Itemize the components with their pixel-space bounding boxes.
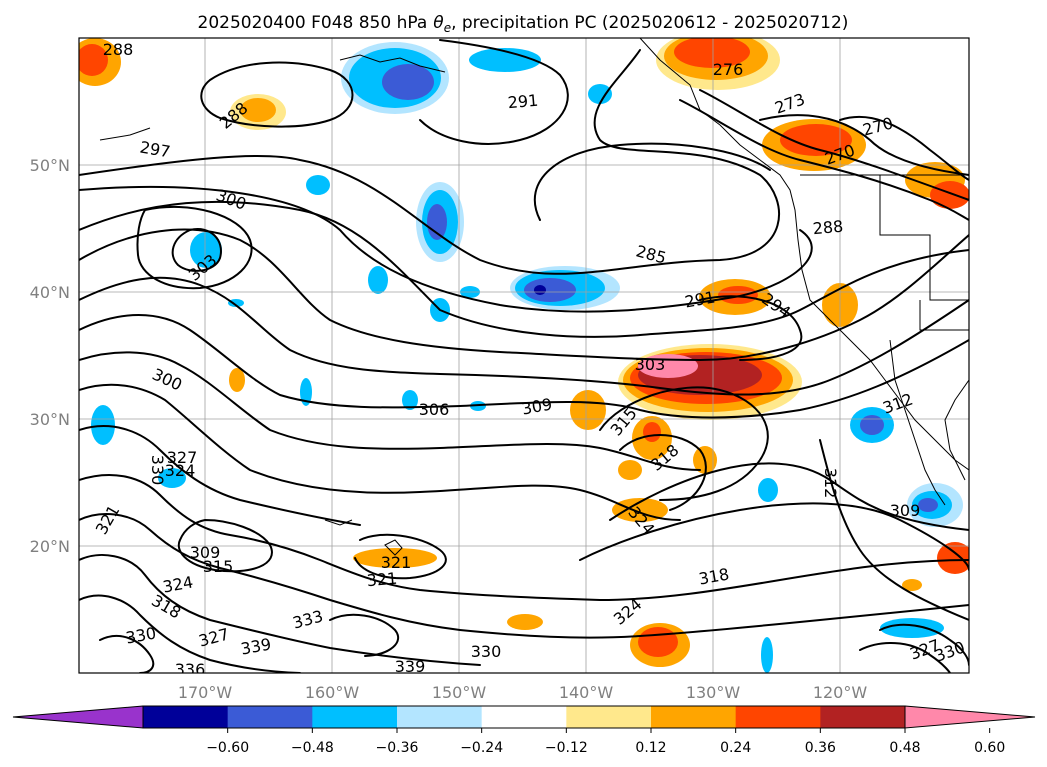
figure-title: 2025020400 F048 850 hPa θe, precipitation… <box>198 13 849 35</box>
colorbar-segment <box>735 706 821 728</box>
colorbar-segment <box>312 706 398 728</box>
contour-label: 288 <box>812 217 844 239</box>
colorbar-tick-label: −0.36 <box>376 740 419 756</box>
lat-label: 40°N <box>30 283 70 302</box>
title-subscript: e <box>444 21 451 35</box>
colorbar-segment <box>651 706 737 728</box>
contour-label: 291 <box>507 91 539 113</box>
contour-label: 309 <box>890 501 921 520</box>
contour-label: 303 <box>635 355 666 374</box>
colorbar-segment <box>143 706 229 728</box>
colorbar-extend-min <box>12 705 144 729</box>
colorbar-tick-label: 0.48 <box>889 740 920 756</box>
colorbar-tick-label: 0.60 <box>974 740 1005 756</box>
latitude-labels: 50°N 40°N 30°N 20°N <box>30 156 70 556</box>
contour-label: 321 <box>366 569 398 591</box>
contour-label: 336 <box>175 660 206 679</box>
lat-label: 20°N <box>30 537 70 556</box>
contour-label: 324 <box>165 461 196 480</box>
contour-label: 330 <box>471 642 502 661</box>
colorbar-segment <box>227 706 313 728</box>
contour-label: 315 <box>203 557 234 576</box>
colorbar-tick-label: −0.60 <box>206 740 249 756</box>
colorbar-tick-label: 0.24 <box>720 740 751 756</box>
colorbar-segment <box>820 706 906 728</box>
lon-label: 150°W <box>432 683 487 702</box>
lon-label: 120°W <box>813 683 868 702</box>
contour-label: 339 <box>395 657 426 676</box>
contour-label: 312 <box>821 468 840 499</box>
contour-label: 288 <box>103 40 134 59</box>
longitude-labels: 170°W 160°W 150°W 140°W 130°W 120°W <box>178 683 868 702</box>
contour-label: 321 <box>381 553 412 572</box>
colorbar-segment <box>397 706 483 728</box>
title-prefix: 2025020400 F048 850 hPa <box>198 13 428 33</box>
colorbar-tick-label: 0.12 <box>635 740 666 756</box>
contour-label: 327 <box>167 448 198 467</box>
colorbar-extend-max <box>904 705 1036 729</box>
contour-label: 306 <box>419 400 450 419</box>
colorbar-frame <box>142 705 906 729</box>
contour-label: 309 <box>190 543 221 562</box>
map-frame <box>78 37 970 674</box>
lon-label: 130°W <box>686 683 741 702</box>
colorbar-tick-label: −0.12 <box>545 740 588 756</box>
lon-label: 170°W <box>178 683 233 702</box>
title-theta: θ <box>433 13 444 33</box>
title-suffix: , precipitation PC (2025020612 - 2025020… <box>451 13 848 33</box>
colorbar-segment <box>481 706 567 728</box>
lat-label: 50°N <box>30 156 70 175</box>
theta-e-contours <box>79 39 969 673</box>
precip-shading <box>79 38 969 673</box>
colorbar-segment <box>566 706 652 728</box>
colorbar-tick-label: −0.24 <box>460 740 503 756</box>
lon-label: 140°W <box>559 683 614 702</box>
lon-label: 160°W <box>305 683 360 702</box>
contour-label: 330 <box>148 455 167 486</box>
lat-label: 30°N <box>30 410 70 429</box>
colorbar-tick-label: 0.36 <box>805 740 836 756</box>
colorbar-tick-label: −0.48 <box>291 740 334 756</box>
contour-label: 276 <box>713 60 744 79</box>
map-panel: 288 276 291 273 270 270 297 288 300 303 … <box>79 38 969 679</box>
colorbar: −0.60 −0.48 −0.36 −0.24 −0.12 0.12 0.24 0.36 0.4… <box>12 705 1036 756</box>
